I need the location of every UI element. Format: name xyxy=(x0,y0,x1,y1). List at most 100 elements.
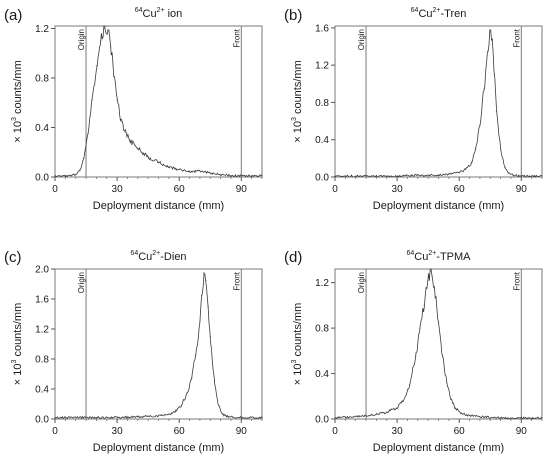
data-point xyxy=(433,287,435,289)
data-point xyxy=(108,30,110,32)
data-point xyxy=(450,397,452,400)
x-tick-label: 30 xyxy=(392,184,404,195)
y-tick-label: 0.8 xyxy=(35,73,49,84)
data-point xyxy=(174,410,176,413)
title-suffix: ion xyxy=(165,8,183,20)
chart-panel-2: (b) 64Cu2+-Tren 0 30 60 90 0.0 0.4 0.8 1.2 1.6 Depl… xyxy=(284,7,543,212)
data-point xyxy=(448,173,450,175)
data-point xyxy=(261,175,263,177)
data-point xyxy=(207,305,209,308)
y-title-suffix: counts/mm xyxy=(12,303,24,360)
data-point xyxy=(508,172,510,174)
data-point xyxy=(375,413,377,416)
x-tick-label: 30 xyxy=(392,426,404,437)
data-point xyxy=(460,412,462,414)
chart-panel-4: (d) 64Cu2+-TPMA 0 30 60 90 0.0 0.4 0.8 1.2 Deploym… xyxy=(284,249,543,454)
data-point xyxy=(408,384,411,386)
data-point xyxy=(228,416,230,418)
data-point xyxy=(75,416,77,419)
data-point xyxy=(191,377,193,379)
y-title-suffix: counts/mm xyxy=(292,303,304,360)
x-tick-label: 0 xyxy=(332,184,338,195)
x-tick-label: 30 xyxy=(112,184,124,195)
x-tick-label: 90 xyxy=(516,426,528,437)
data-point xyxy=(541,417,543,419)
x-axis-title: Deployment distance (mm) xyxy=(373,200,504,212)
data-point xyxy=(458,171,460,173)
panel-label: (a) xyxy=(4,7,22,24)
data-point xyxy=(541,175,543,177)
data-point xyxy=(168,413,170,416)
title-charge: 2+ xyxy=(152,250,160,257)
data-point xyxy=(116,99,118,101)
marker-label-origin: Origin xyxy=(77,272,86,293)
data-point xyxy=(213,380,215,383)
y-axis-title: × 103 counts/mm xyxy=(291,60,304,142)
data-point xyxy=(429,270,431,272)
marker-label-origin: Origin xyxy=(357,272,366,293)
y-title-prefix: × 10 xyxy=(292,364,304,386)
data-point xyxy=(199,320,201,323)
data-point xyxy=(500,148,502,150)
data-point xyxy=(468,414,471,417)
y-tick-label: 1.6 xyxy=(35,295,49,306)
data-point xyxy=(157,161,160,163)
chart-panel-3: (c) 64Cu2+-Dien 0 30 60 90 0.0 0.4 0.8 1.2 1.6 2.0 D… xyxy=(4,249,263,454)
data-point xyxy=(83,157,85,160)
data-point xyxy=(520,175,522,177)
y-tick-label: 1.2 xyxy=(35,325,49,336)
y-tick-label: 0.8 xyxy=(315,98,329,109)
data-point xyxy=(520,417,522,419)
data-point xyxy=(531,175,533,177)
data-point xyxy=(386,411,388,413)
data-point xyxy=(137,416,139,418)
data-point xyxy=(423,304,425,306)
data-point xyxy=(110,46,112,48)
data-point xyxy=(427,279,429,281)
data-point xyxy=(454,407,456,409)
data-point xyxy=(417,174,419,176)
data-point xyxy=(157,415,160,417)
data-point xyxy=(79,170,81,172)
series-line xyxy=(54,272,263,420)
x-tick-label: 90 xyxy=(236,184,248,195)
y-tick-label: 2.0 xyxy=(35,265,49,276)
chart-title: 64Cu2+-Dien xyxy=(130,250,186,263)
data-point xyxy=(188,171,191,173)
data-point xyxy=(91,99,93,101)
title-suffix: -Dien xyxy=(160,251,186,263)
data-point xyxy=(396,407,398,409)
data-point xyxy=(355,175,357,177)
y-tick-label: 0.0 xyxy=(315,173,329,184)
data-point xyxy=(495,111,498,113)
title-charge: 2+ xyxy=(428,250,436,257)
data-point xyxy=(479,416,481,418)
x-tick-label: 0 xyxy=(332,426,338,437)
y-axis-title: × 103 counts/mm xyxy=(291,303,304,385)
data-point xyxy=(120,120,122,122)
y-title-exponent: 3 xyxy=(11,117,18,121)
x-axis-title: Deployment distance (mm) xyxy=(93,200,224,212)
y-title-prefix: × 10 xyxy=(292,121,304,143)
data-point xyxy=(415,355,417,358)
data-point xyxy=(195,354,197,356)
data-point xyxy=(471,162,473,164)
x-tick-label: 30 xyxy=(112,426,124,437)
title-isotope: 64 xyxy=(135,7,143,14)
marker-label-origin: Origin xyxy=(77,29,86,50)
x-tick-label: 0 xyxy=(52,184,58,195)
data-point xyxy=(209,335,211,338)
data-point xyxy=(217,404,220,407)
data-point xyxy=(199,170,201,172)
data-point xyxy=(479,125,481,127)
data-point xyxy=(116,416,118,419)
data-point xyxy=(375,175,377,177)
data-point xyxy=(419,327,421,329)
data-point xyxy=(446,382,448,384)
data-point xyxy=(442,355,444,358)
data-point xyxy=(64,175,66,177)
y-title-suffix: counts/mm xyxy=(292,60,304,117)
y-title-prefix: × 10 xyxy=(12,364,24,386)
data-point xyxy=(396,175,398,177)
data-point xyxy=(493,73,495,76)
